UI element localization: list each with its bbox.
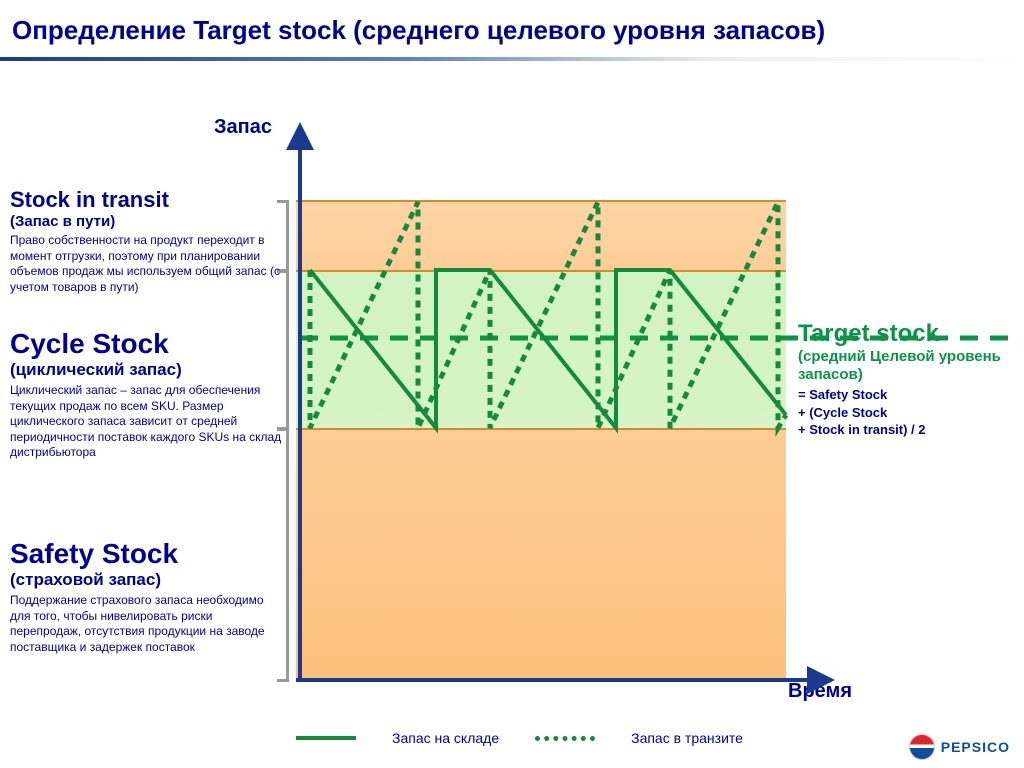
target-title: Target stock xyxy=(798,320,1008,348)
sawtooth-solid xyxy=(310,270,786,428)
pepsico-logo: PEPSICO xyxy=(909,734,1010,760)
target-sub: (средний Целевой уровень запасов) xyxy=(798,348,1008,384)
safety-sub: (страховой запас) xyxy=(10,570,285,590)
legend-solid-label: Запас на складе xyxy=(392,730,499,746)
legend-dotted-line xyxy=(535,736,595,741)
stock-chart xyxy=(296,140,786,680)
cycle-title: Cycle Stock xyxy=(10,328,285,360)
target-formula-1: + (Cycle Stock xyxy=(798,404,1008,422)
page-title: Определение Target stock (среднего целев… xyxy=(12,14,1012,47)
legend-solid-line xyxy=(296,736,356,740)
transit-title: Stock in transit xyxy=(10,187,285,213)
pepsico-text: PEPSICO xyxy=(941,739,1010,755)
legend-dotted-label: Запас в транзите xyxy=(631,730,743,746)
label-safety: Safety Stock (страховой запас) Поддержан… xyxy=(10,538,285,655)
legend: Запас на складе Запас в транзите xyxy=(296,730,743,746)
label-transit: Stock in transit (Запас в пути) Право со… xyxy=(10,187,285,295)
header-divider xyxy=(0,57,1024,61)
safety-title: Safety Stock xyxy=(10,538,285,570)
cycle-sub: (циклический запас) xyxy=(10,360,285,380)
sawtooth-dotted xyxy=(310,202,786,428)
y-axis-label: Запас xyxy=(214,116,272,139)
pepsi-globe-icon xyxy=(909,734,935,760)
safety-desc: Поддержание страхового запаса необходимо… xyxy=(10,593,285,655)
header: Определение Target stock (среднего целев… xyxy=(0,0,1024,57)
label-cycle: Cycle Stock (циклический запас) Цикличес… xyxy=(10,328,285,461)
x-axis-label: Время xyxy=(788,680,852,703)
transit-desc: Право собственности на продукт переходит… xyxy=(10,233,285,295)
target-formula-2: + Stock in transit) / 2 xyxy=(798,421,1008,439)
cycle-desc: Циклический запас – запас для обеспечени… xyxy=(10,383,285,461)
target-formula-0: = Safety Stock xyxy=(798,386,1008,404)
target-stock-box: Target stock (средний Целевой уровень за… xyxy=(798,320,1008,439)
transit-sub: (Запас в пути) xyxy=(10,213,285,230)
